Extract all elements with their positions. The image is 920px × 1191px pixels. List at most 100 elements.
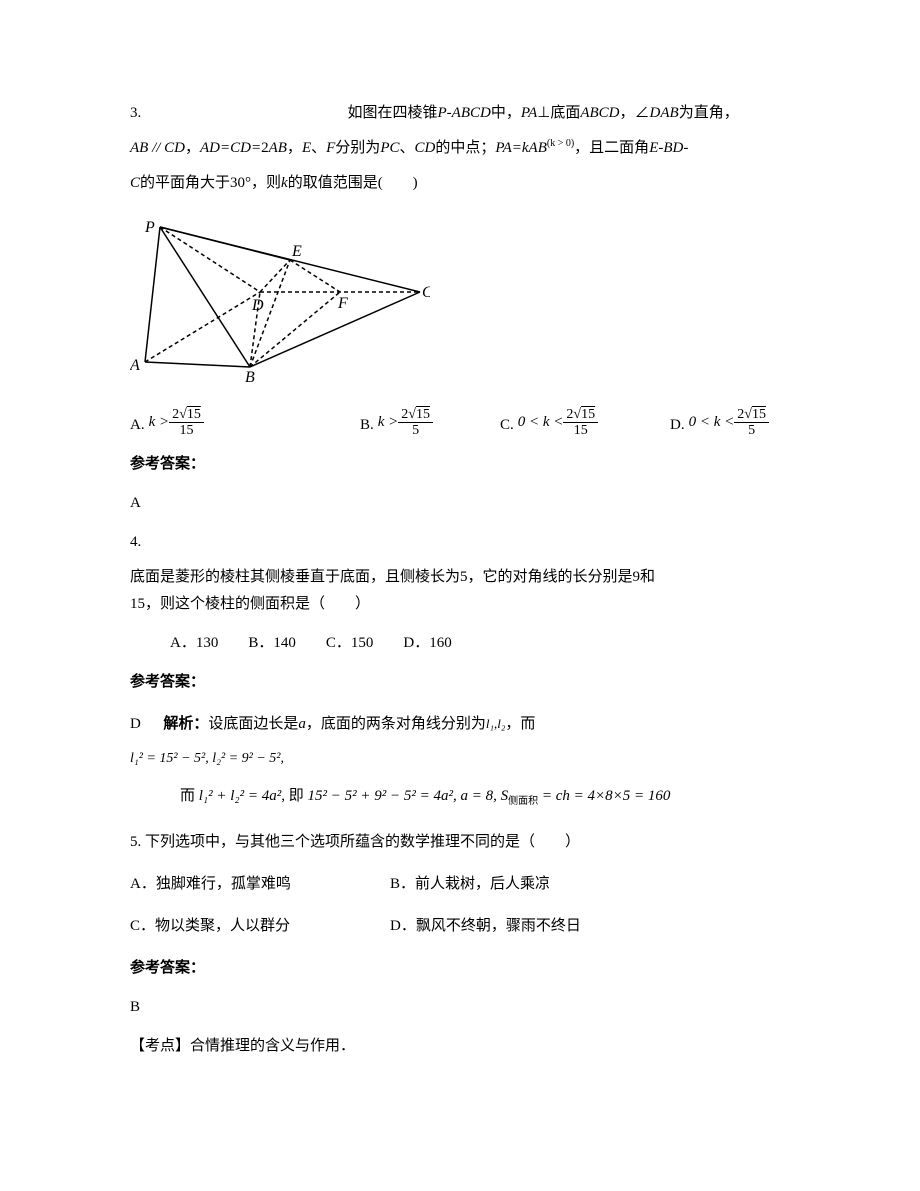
q3-a-lhs: k > <box>149 409 170 436</box>
q3-opt-c: C. 0 < k < 2√1515 <box>500 407 660 439</box>
q4-opt-c-val: 150 <box>351 630 374 657</box>
q4-num: 4. <box>130 529 790 556</box>
q5-a-l: A． <box>130 876 156 892</box>
q4-formula1: l₁² = 15² − 5², l₂² = 9² − 5², <box>130 746 790 771</box>
q4-options: A．130 B．140 C．150 D．160 <box>170 630 790 657</box>
q5-c-t: 物以类聚，人以群分 <box>155 918 290 934</box>
svg-text:F: F <box>337 295 348 312</box>
q3-l2m: CD <box>415 140 436 156</box>
q3-t4: DAB <box>650 105 679 121</box>
q5-point: 【考点】合情推理的含义与作用． <box>130 1033 790 1060</box>
q3-l2n: 的中点； <box>435 140 495 156</box>
q3-opt-b: B. k > 2√155 <box>360 407 490 439</box>
q3-b-num: 2 <box>401 407 408 422</box>
q3-answer-label: 参考答案： <box>130 451 790 478</box>
svg-text:A: A <box>130 357 140 374</box>
q3-opt-d-label: D. <box>670 412 685 439</box>
svg-text:C: C <box>422 284 430 301</box>
q4-opt-c: C．150 <box>326 630 374 657</box>
q4-opt-d: D．160 <box>403 630 451 657</box>
q3-tm1: 中， <box>491 105 521 121</box>
q4-expl-label: 解析： <box>163 716 208 732</box>
q4-v2: 9 <box>633 569 641 585</box>
q3-l2i: F <box>326 140 335 156</box>
q4-f2pre: 而 <box>180 788 195 804</box>
q3-options: A. k > 2√1515 B. k > 2√155 C. 0 < k < 2√… <box>130 407 790 439</box>
q5-opt-b: B．前人栽树，后人乘凉 <box>390 871 650 898</box>
q3-d-den: 5 <box>734 423 769 438</box>
q3-opt-a-label: A. <box>130 412 145 439</box>
q4-v1: 5 <box>460 569 468 585</box>
q3-d-num: 2 <box>737 407 744 422</box>
q3-a-num: 2 <box>172 407 179 422</box>
q4-answer-label: 参考答案： <box>130 669 790 696</box>
q4-f2a: l₁² + l₂² = 4a², <box>199 788 285 804</box>
q4-ea: a <box>298 716 306 732</box>
q3-answer: A <box>130 490 790 517</box>
q3-opt-a: A. k > 2√1515 <box>130 407 350 439</box>
q4-e3: ，而 <box>505 716 535 732</box>
q4-t4: ，则这个棱柱的侧面积是（ ） <box>145 596 370 612</box>
q3-l2q: ，且二面角 <box>574 140 649 156</box>
q3-opt-d-math: 0 < k < 2√155 <box>689 407 769 439</box>
q5-c-l: C． <box>130 918 155 934</box>
q3-opt-c-label: C. <box>500 412 514 439</box>
q5-text: 5. 下列选项中，与其他三个选项所蕴含的数学推理不同的是（ ） <box>130 829 790 856</box>
q4-ans: D <box>130 716 141 732</box>
q5-point-text: 合情推理的含义与作用． <box>190 1038 355 1054</box>
q3-l2j: 分别为 <box>335 140 380 156</box>
q3-l2b: ， <box>185 140 200 156</box>
q3-l2o: PA=kAB <box>495 140 547 156</box>
q3-l3c: k <box>281 175 288 191</box>
q3-num: 3. <box>130 100 140 127</box>
q3-c-rad: 15 <box>581 407 595 422</box>
svg-text:B: B <box>245 369 255 382</box>
q4-opt-a: A．130 <box>170 630 218 657</box>
q3-l2k: PC <box>380 140 399 156</box>
q4-el: l₁,l₂ <box>486 716 506 731</box>
q3-c-lhs: 0 < k < <box>518 409 564 436</box>
q3-l2h: 、 <box>311 140 326 156</box>
q4-f2b: 15² − 5² + 9² − 5² = 4a², a = 8, S <box>308 788 509 804</box>
q3-c-num: 2 <box>566 407 573 422</box>
q5-b-l: B． <box>390 876 415 892</box>
q4-v3: 15 <box>130 596 145 612</box>
q5-t: 下列选项中，与其他三个选项所蕴含的数学推理不同的是（ ） <box>145 834 580 850</box>
q5-opt-c: C．物以类聚，人以群分 <box>130 913 390 940</box>
q3-opt-a-math: k > 2√1515 <box>149 407 204 439</box>
q4-text: 底面是菱形的棱柱其侧棱垂直于底面，且侧棱长为5，它的对角线的长分别是9和15，则… <box>130 564 790 618</box>
q5-answer: B <box>130 994 790 1021</box>
q3-l2g: E <box>302 140 311 156</box>
q3-opt-c-math: 0 < k < 2√1515 <box>518 407 598 439</box>
q3-b-rad: 15 <box>416 407 430 422</box>
q3-opt-b-math: k > 2√155 <box>378 407 433 439</box>
svg-text:E: E <box>291 243 302 260</box>
q3-l3b: 的平面角大于30°，则 <box>140 175 281 191</box>
q4-e2: ，底面的两条对角线分别为 <box>306 716 486 732</box>
q3-diagram: PABDCEF <box>130 212 790 392</box>
q3-l2d: 2 <box>261 140 269 156</box>
q3-l2l: 、 <box>399 140 414 156</box>
q5-b-t: 前人栽树，后人乘凉 <box>415 876 550 892</box>
q3-opt-b-label: B. <box>360 412 374 439</box>
q5-a-t: 独脚难行，孤掌难鸣 <box>156 876 291 892</box>
q5-num: 5. <box>130 834 141 850</box>
q3-t2: PA <box>521 105 537 121</box>
q3-l2r: E-BD- <box>649 140 688 156</box>
q3-b-lhs: k > <box>378 409 399 436</box>
q5-answer-label: 参考答案： <box>130 955 790 982</box>
q4-t2: ，它的对角线的长分别是 <box>468 569 633 585</box>
pyramid-diagram-svg: PABDCEF <box>130 212 430 382</box>
q4-t1: 底面是菱形的棱柱其侧棱垂直于底面，且侧棱长为 <box>130 569 460 585</box>
q3-l2e: AB <box>269 140 287 156</box>
q3-l2p: (k > 0) <box>547 138 574 149</box>
q3-d-rad: 15 <box>752 407 766 422</box>
q5-options: A．独脚难行，孤掌难鸣 B．前人栽树，后人乘凉 C．物以类聚，人以群分 D．飘风… <box>130 871 790 940</box>
q4-opt-c-label: C． <box>326 630 351 657</box>
q3-l2c: AD=CD= <box>200 140 261 156</box>
q4-opt-d-label: D． <box>403 630 429 657</box>
q4-opt-a-label: A． <box>170 630 196 657</box>
q3-perp: ⊥底面 <box>537 105 580 121</box>
q3-c-den: 15 <box>563 423 598 438</box>
q3-l3d: 的取值范围是( ) <box>288 175 418 191</box>
